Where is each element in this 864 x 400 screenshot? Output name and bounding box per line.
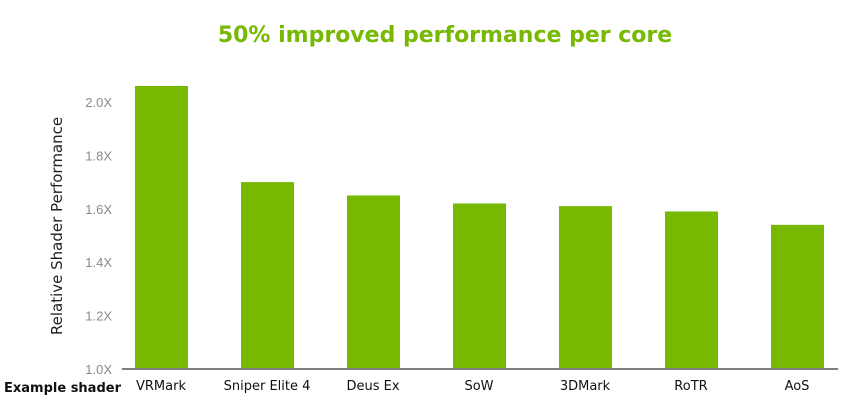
y-tick-label: 1.0X (85, 362, 112, 377)
y-axis-label: Relative Shader Performance (48, 117, 66, 335)
x-tick-label: RoTR (674, 379, 707, 394)
bar (665, 211, 718, 369)
bar (559, 206, 612, 369)
y-tick-label: 1.4X (85, 255, 112, 270)
bar (241, 182, 294, 369)
bar (771, 224, 824, 369)
x-axis-label: Example shader (4, 381, 122, 396)
y-tick-label: 1.8X (85, 148, 112, 163)
bar (453, 203, 506, 369)
x-tick-label: SoW (464, 379, 493, 394)
x-tick-label: AoS (785, 379, 810, 394)
chart-title: 50% improved performance per core (218, 23, 672, 48)
bar (347, 195, 400, 369)
y-tick-label: 1.6X (85, 202, 112, 217)
x-tick-label: 3DMark (560, 379, 611, 394)
bar (135, 85, 188, 369)
y-tick-label: 1.2X (85, 309, 112, 324)
y-tick-label: 2.0X (85, 95, 112, 110)
x-tick-label: Sniper Elite 4 (224, 379, 311, 394)
x-tick-label: Deus Ex (346, 379, 399, 394)
x-tick-label: VRMark (136, 379, 186, 394)
